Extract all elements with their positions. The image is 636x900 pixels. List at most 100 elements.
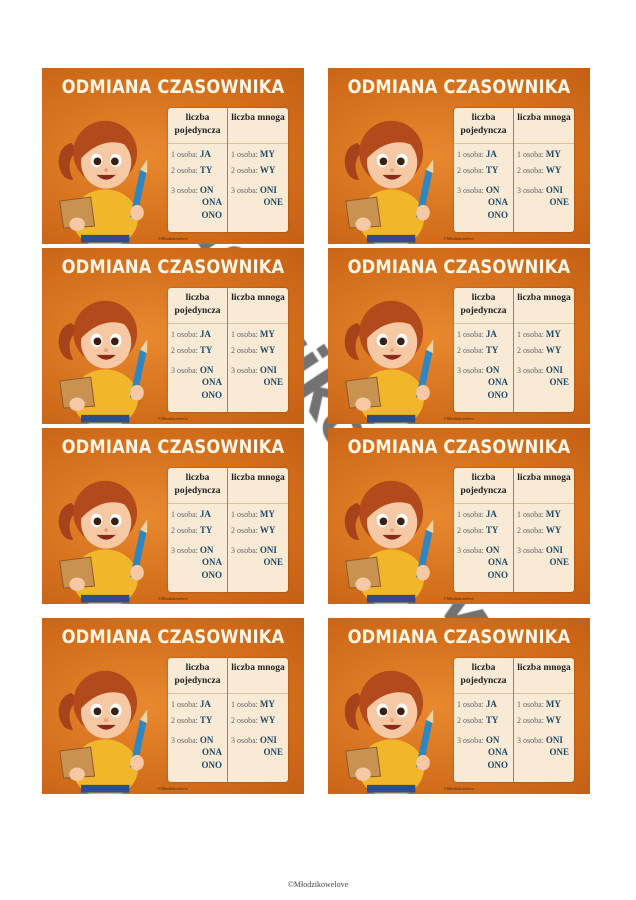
plural-header: liczba mnoga: [514, 658, 574, 694]
card-copyright: ©Młodzikowelove: [157, 236, 189, 241]
girl-reading-illustration: [344, 120, 434, 244]
plural-column: liczba mnoga 1 osoba: MY 2 osoba: WY 3 o…: [514, 468, 574, 592]
pronoun: ONI: [259, 365, 277, 375]
pronoun: ONA: [488, 197, 508, 207]
person-label: 2 osoba:: [231, 716, 258, 725]
card-copyright: ©Młodzikowelove: [443, 786, 475, 791]
plural-column: liczba mnoga 1 osoba: MY 2 osoba: WY 3 o…: [228, 658, 288, 782]
pronoun: ONO: [201, 390, 222, 400]
pronoun: ONI: [259, 735, 277, 745]
person-label: 2 osoba:: [171, 346, 198, 355]
person-label: 2 osoba:: [517, 346, 544, 355]
girl-reading-illustration: [58, 670, 148, 794]
pronoun: TY: [485, 715, 499, 725]
plural-header: liczba mnoga: [514, 468, 574, 504]
pronoun: ONE: [263, 557, 283, 567]
pronoun: TY: [199, 345, 213, 355]
plural-header: liczba mnoga: [514, 288, 574, 324]
flashcard: ODMIANA CZASOWNIKA liczba pojedyncza 1 o…: [328, 618, 590, 794]
girl-reading-illustration: [344, 670, 434, 794]
singular-header: liczba pojedyncza: [454, 108, 513, 144]
flashcard: ODMIANA CZASOWNIKA liczba pojedyncza 1 o…: [328, 68, 590, 244]
singular-header: liczba pojedyncza: [168, 108, 227, 144]
pronoun: ON: [199, 365, 214, 375]
pronoun: MY: [545, 329, 561, 339]
person-label: 2 osoba:: [171, 166, 198, 175]
pronoun: MY: [545, 699, 561, 709]
person-label: 3 osoba:: [231, 546, 258, 555]
pronoun: TY: [199, 525, 213, 535]
pronoun: ON: [199, 185, 214, 195]
person-label: 3 osoba:: [231, 366, 258, 375]
person-label: 1 osoba:: [517, 150, 544, 159]
pronoun: ONI: [545, 365, 563, 375]
pronoun: WY: [545, 525, 562, 535]
pronoun: ONE: [549, 197, 569, 207]
flashcard: ODMIANA CZASOWNIKA liczba pojedyncza 1 o…: [42, 248, 304, 424]
singular-column: liczba pojedyncza 1 osoba: JA 2 osoba: T…: [454, 658, 514, 782]
person-label: 3 osoba:: [517, 366, 544, 375]
pronoun: ONO: [487, 390, 508, 400]
flashcard: ODMIANA CZASOWNIKA liczba pojedyncza 1 o…: [42, 428, 304, 604]
pronoun: ONI: [259, 185, 277, 195]
person-label: 1 osoba:: [457, 150, 484, 159]
person-label: 1 osoba:: [457, 330, 484, 339]
pronoun: ON: [199, 735, 214, 745]
singular-header: liczba pojedyncza: [454, 468, 513, 504]
pronoun: ON: [485, 365, 500, 375]
person-label: 2 osoba:: [517, 166, 544, 175]
person-label: 2 osoba:: [457, 166, 484, 175]
pronoun: ONO: [487, 210, 508, 220]
pronoun: TY: [485, 165, 499, 175]
card-title: ODMIANA CZASOWNIKA: [347, 626, 571, 648]
person-label: 3 osoba:: [457, 546, 484, 555]
person-label: 3 osoba:: [231, 736, 258, 745]
singular-column: liczba pojedyncza 1 osoba: JA 2 osoba: T…: [168, 468, 228, 592]
person-label: 2 osoba:: [457, 346, 484, 355]
person-label: 3 osoba:: [171, 546, 198, 555]
pronoun: JA: [199, 329, 211, 339]
pronoun: ONA: [488, 377, 508, 387]
pronoun: JA: [199, 149, 211, 159]
person-label: 1 osoba:: [231, 150, 258, 159]
pronoun: ONE: [549, 377, 569, 387]
person-label: 2 osoba:: [171, 716, 198, 725]
girl-reading-illustration: [58, 300, 148, 424]
person-label: 2 osoba:: [231, 526, 258, 535]
pronoun: ONO: [201, 210, 222, 220]
conjugation-table: liczba pojedyncza 1 osoba: JA 2 osoba: T…: [168, 658, 288, 782]
singular-header: liczba pojedyncza: [454, 288, 513, 324]
plural-column: liczba mnoga 1 osoba: MY 2 osoba: WY 3 o…: [228, 108, 288, 232]
plural-column: liczba mnoga 1 osoba: MY 2 osoba: WY 3 o…: [228, 288, 288, 412]
singular-header: liczba pojedyncza: [454, 658, 513, 694]
pronoun: MY: [259, 509, 275, 519]
person-label: 2 osoba:: [517, 716, 544, 725]
pronoun: JA: [485, 509, 497, 519]
conjugation-table: liczba pojedyncza 1 osoba: JA 2 osoba: T…: [454, 108, 574, 232]
conjugation-table: liczba pojedyncza 1 osoba: JA 2 osoba: T…: [168, 108, 288, 232]
person-label: 1 osoba:: [231, 700, 258, 709]
pronoun: ONE: [549, 747, 569, 757]
pronoun: ONI: [545, 545, 563, 555]
pronoun: ONI: [545, 735, 563, 745]
pronoun: ONO: [487, 760, 508, 770]
girl-reading-illustration: [344, 300, 434, 424]
plural-header: liczba mnoga: [228, 658, 288, 694]
pronoun: ON: [485, 735, 500, 745]
card-title: ODMIANA CZASOWNIKA: [347, 436, 571, 458]
pronoun: JA: [485, 699, 497, 709]
singular-column: liczba pojedyncza 1 osoba: JA 2 osoba: T…: [454, 288, 514, 412]
pronoun: WY: [259, 715, 276, 725]
plural-header: liczba mnoga: [228, 468, 288, 504]
person-label: 2 osoba:: [231, 346, 258, 355]
pronoun: MY: [545, 149, 561, 159]
footer-copyright: ©Młodzikowelove: [287, 880, 349, 889]
pronoun: JA: [199, 699, 211, 709]
pronoun: ONI: [545, 185, 563, 195]
pronoun: MY: [259, 329, 275, 339]
girl-reading-illustration: [344, 480, 434, 604]
singular-column: liczba pojedyncza 1 osoba: JA 2 osoba: T…: [168, 658, 228, 782]
person-label: 1 osoba:: [171, 150, 198, 159]
conjugation-table: liczba pojedyncza 1 osoba: JA 2 osoba: T…: [454, 288, 574, 412]
